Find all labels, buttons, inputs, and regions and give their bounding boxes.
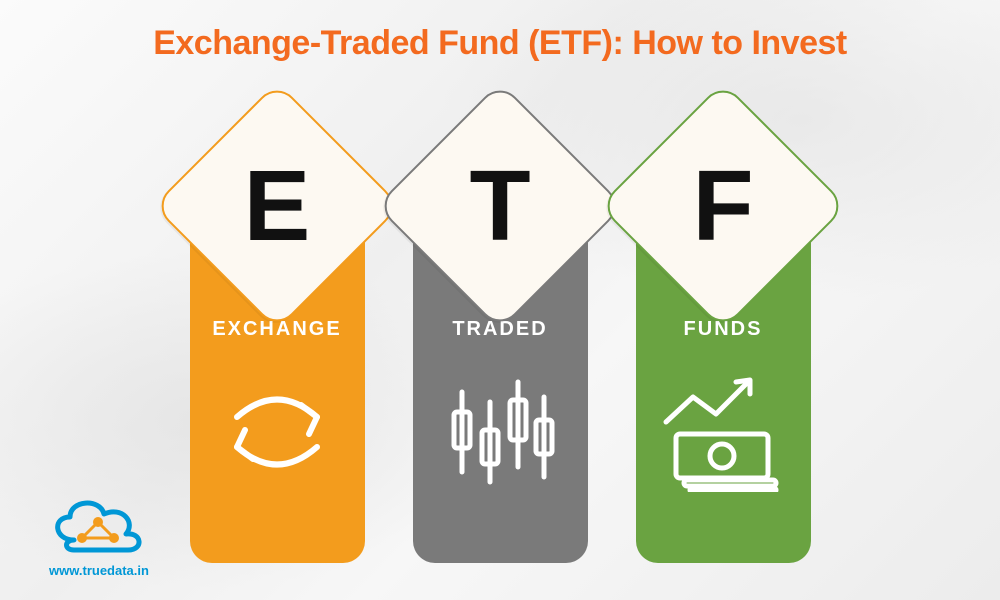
diamond-e: E [189,118,365,294]
letter-f: F [635,118,811,294]
column-traded: TRADED T [413,118,588,558]
page-title: Exchange-Traded Fund (ETF): How to Inves… [0,24,1000,63]
column-funds: FUNDS F [636,118,811,558]
diamond-t: T [412,118,588,294]
exchange-icon [207,367,347,497]
logo-url: www.truedata.in [24,563,174,578]
candlestick-icon [430,367,570,497]
letter-t: T [412,118,588,294]
cloud-logo-icon [44,492,154,554]
diamond-f: F [635,118,811,294]
letter-e: E [189,118,365,294]
money-chart-icon [653,367,793,497]
truedata-logo: www.truedata.in [24,492,174,578]
column-exchange: EXCHANGE E [190,118,365,558]
